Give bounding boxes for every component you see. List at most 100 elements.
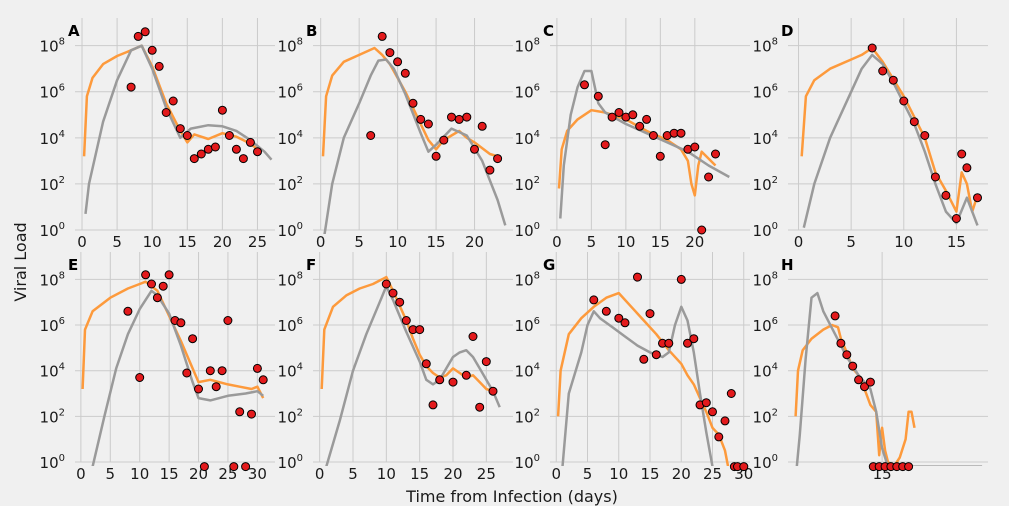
data-point bbox=[126, 82, 136, 92]
x-tick-label: 15 bbox=[947, 233, 966, 251]
data-point bbox=[601, 306, 611, 316]
data-point bbox=[888, 75, 898, 85]
y-tick-label: 102 bbox=[753, 175, 778, 194]
data-point bbox=[176, 318, 186, 328]
y-tick-label: 104 bbox=[515, 129, 540, 148]
data-point bbox=[645, 309, 655, 319]
y-tick-label: 108 bbox=[40, 37, 65, 56]
data-point bbox=[651, 350, 661, 360]
x-tick-label: 15 bbox=[651, 233, 670, 251]
x-tick-label: 10 bbox=[894, 233, 913, 251]
data-point bbox=[600, 140, 610, 150]
x-tick-label: 20 bbox=[672, 465, 691, 483]
x-tick-label: 10 bbox=[388, 233, 407, 251]
data-point bbox=[848, 361, 858, 371]
data-point bbox=[704, 172, 714, 182]
data-point bbox=[481, 357, 491, 367]
data-point bbox=[655, 151, 665, 161]
panel-label: H bbox=[781, 256, 794, 274]
y-tick-label: 108 bbox=[753, 37, 778, 56]
x-tick-label: 5 bbox=[112, 233, 122, 251]
data-point bbox=[620, 318, 630, 328]
data-point bbox=[252, 363, 262, 373]
panel-label: B bbox=[306, 22, 317, 40]
data-point bbox=[133, 31, 143, 41]
x-tick-label: 25 bbox=[248, 233, 267, 251]
data-point bbox=[388, 288, 398, 298]
panel-label: G bbox=[543, 256, 555, 274]
model-line bbox=[800, 46, 979, 213]
data-point bbox=[454, 114, 464, 124]
data-point bbox=[836, 338, 846, 348]
y-tick-label: 100 bbox=[753, 221, 778, 240]
x-tick-label: 15 bbox=[160, 465, 179, 483]
x-tick-label: 30 bbox=[248, 465, 267, 483]
data-point bbox=[639, 354, 649, 364]
data-point bbox=[253, 147, 262, 157]
data-point bbox=[395, 297, 405, 307]
data-point bbox=[366, 131, 376, 140]
data-point bbox=[147, 45, 157, 55]
data-point bbox=[217, 105, 227, 115]
y-tick-label: 104 bbox=[753, 362, 778, 381]
data-point bbox=[408, 98, 418, 108]
data-point bbox=[589, 295, 599, 305]
data-point bbox=[431, 151, 441, 161]
data-point bbox=[462, 112, 472, 122]
panel-label: F bbox=[306, 256, 316, 274]
y-tick-label: 108 bbox=[515, 37, 540, 56]
x-tick-label: 5 bbox=[348, 465, 358, 483]
y-tick-label: 100 bbox=[278, 221, 303, 240]
y-tick-label: 108 bbox=[40, 270, 65, 289]
y-tick-label: 106 bbox=[278, 316, 303, 335]
x-tick-label: 5 bbox=[106, 465, 116, 483]
data-point bbox=[461, 370, 471, 380]
data-point bbox=[957, 149, 967, 159]
y-tick-label: 104 bbox=[278, 362, 303, 381]
data-point bbox=[385, 48, 395, 58]
data-point bbox=[635, 121, 645, 131]
data-point bbox=[628, 110, 638, 120]
data-point bbox=[194, 384, 203, 394]
x-tick-label: 15 bbox=[410, 465, 429, 483]
data-point bbox=[423, 119, 433, 129]
data-point bbox=[175, 124, 185, 134]
x-tick-label: 25 bbox=[703, 465, 722, 483]
data-point bbox=[235, 407, 245, 417]
y-tick-label: 100 bbox=[40, 221, 65, 240]
y-tick-label: 104 bbox=[278, 129, 303, 148]
fit-line bbox=[325, 284, 501, 466]
x-tick-label: 0 bbox=[76, 465, 86, 483]
data-point bbox=[428, 400, 438, 410]
data-point bbox=[493, 154, 503, 164]
data-point bbox=[899, 96, 909, 106]
fit-line bbox=[323, 58, 507, 234]
y-tick-label: 106 bbox=[753, 83, 778, 102]
x-tick-label: 0 bbox=[315, 465, 325, 483]
data-point bbox=[676, 128, 686, 138]
data-point bbox=[962, 163, 972, 173]
data-point bbox=[711, 149, 720, 159]
data-point bbox=[415, 325, 425, 335]
data-point bbox=[439, 135, 449, 145]
x-tick-label: 5 bbox=[587, 233, 597, 251]
data-point bbox=[951, 214, 961, 223]
x-tick-label: 15 bbox=[640, 465, 659, 483]
y-tick-label: 104 bbox=[515, 362, 540, 381]
data-point bbox=[435, 375, 445, 385]
data-point bbox=[205, 366, 215, 376]
data-point bbox=[152, 293, 162, 303]
y-tick-label: 102 bbox=[278, 175, 303, 194]
x-tick-label: 10 bbox=[377, 465, 396, 483]
data-point bbox=[683, 338, 692, 348]
data-point bbox=[689, 334, 699, 344]
data-point bbox=[147, 279, 156, 289]
y-tick-label: 100 bbox=[40, 453, 65, 472]
y-tick-label: 102 bbox=[753, 407, 778, 426]
data-point bbox=[416, 114, 426, 124]
x-tick-label: 20 bbox=[213, 233, 232, 251]
x-tick-label: 20 bbox=[465, 233, 484, 251]
data-point bbox=[633, 272, 642, 282]
